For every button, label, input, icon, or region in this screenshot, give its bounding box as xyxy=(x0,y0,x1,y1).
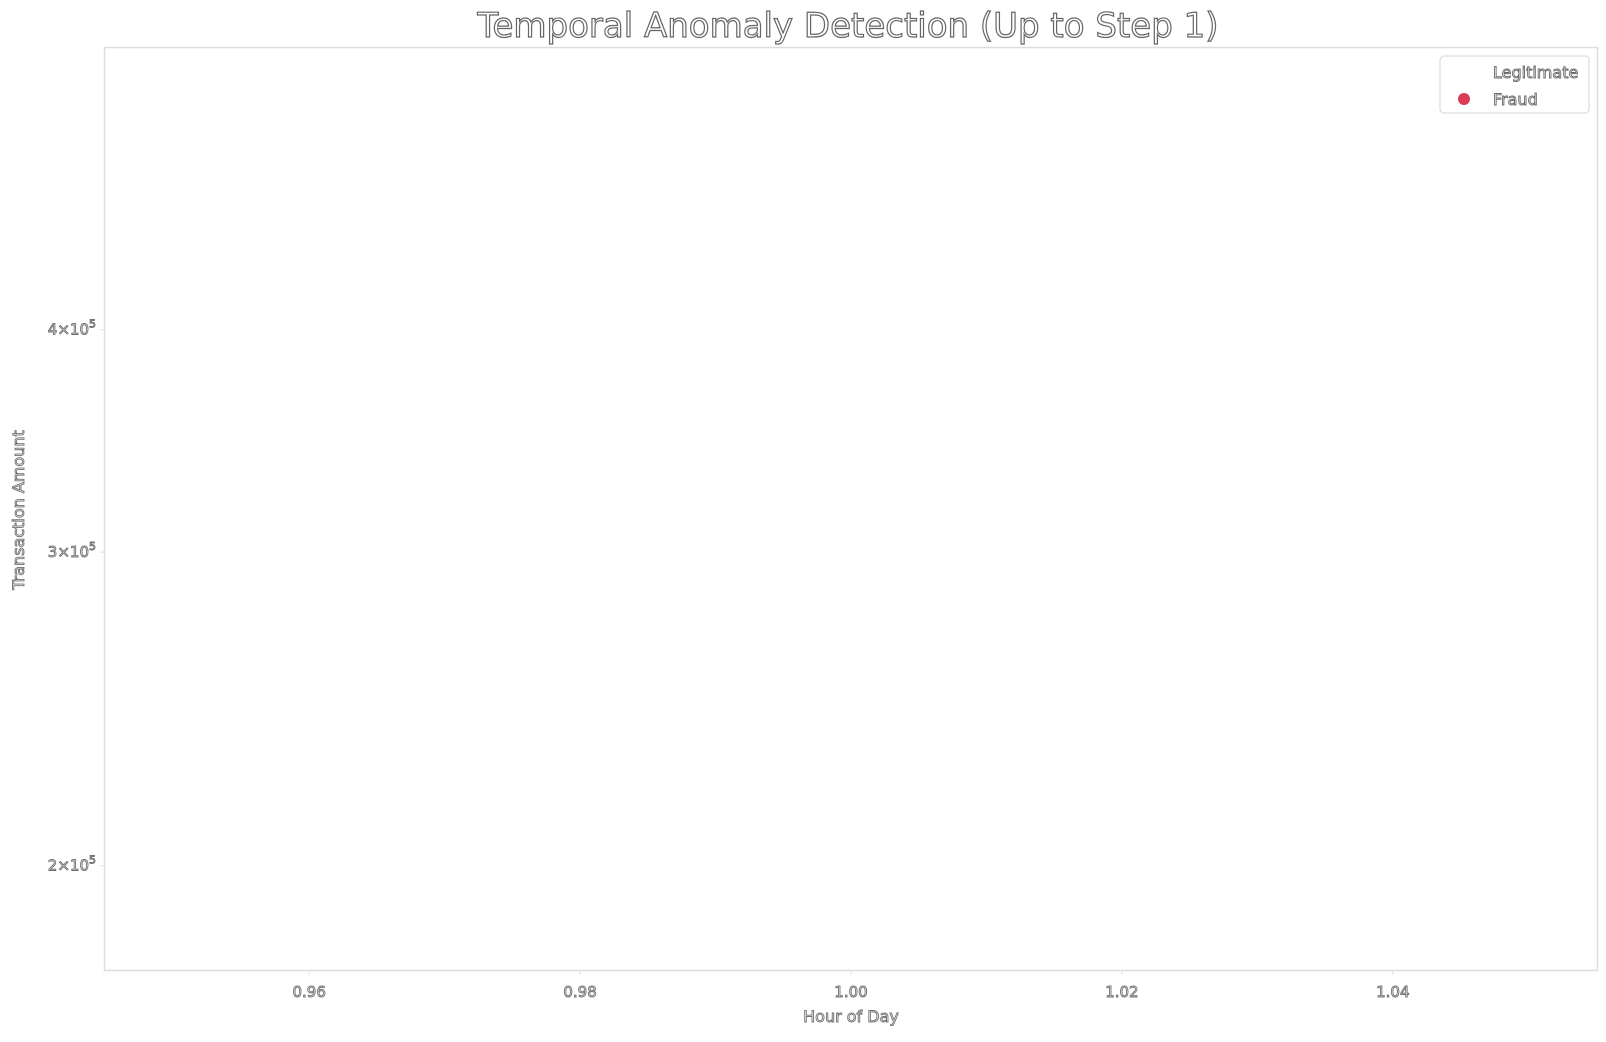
plot-area xyxy=(103,46,1599,972)
x-tick-label: 0.98 xyxy=(563,983,596,1001)
legend-box xyxy=(1439,55,1590,114)
legend-label-fraud: Fraud xyxy=(1493,90,1538,109)
x-tick-label: 1.02 xyxy=(1105,983,1138,1001)
chart-title: Temporal Anomaly Detection (Up to Step 1… xyxy=(477,6,1219,46)
x-tick-label: 1.04 xyxy=(1376,983,1409,1001)
x-axis: 0.96 0.98 1.00 1.02 1.04 xyxy=(292,970,1410,1001)
x-tick-label: 1.00 xyxy=(834,983,867,1001)
y-axis: 2×105 3×105 4×105 xyxy=(47,317,105,875)
legend-marker-legitimate xyxy=(1458,66,1470,78)
x-tick-label: 0.96 xyxy=(292,983,325,1001)
legend: Legitimate Fraud xyxy=(1439,55,1590,114)
y-tick-label: 2×105 xyxy=(48,854,96,875)
legend-marker-fraud xyxy=(1458,93,1470,105)
y-tick-label: 4×105 xyxy=(48,318,96,339)
x-axis-label: Hour of Day xyxy=(803,1007,899,1026)
legend-label-legitimate: Legitimate xyxy=(1493,63,1578,82)
y-axis-label: Transaction Amount xyxy=(9,430,28,591)
y-tick-label: 3×105 xyxy=(48,540,96,561)
